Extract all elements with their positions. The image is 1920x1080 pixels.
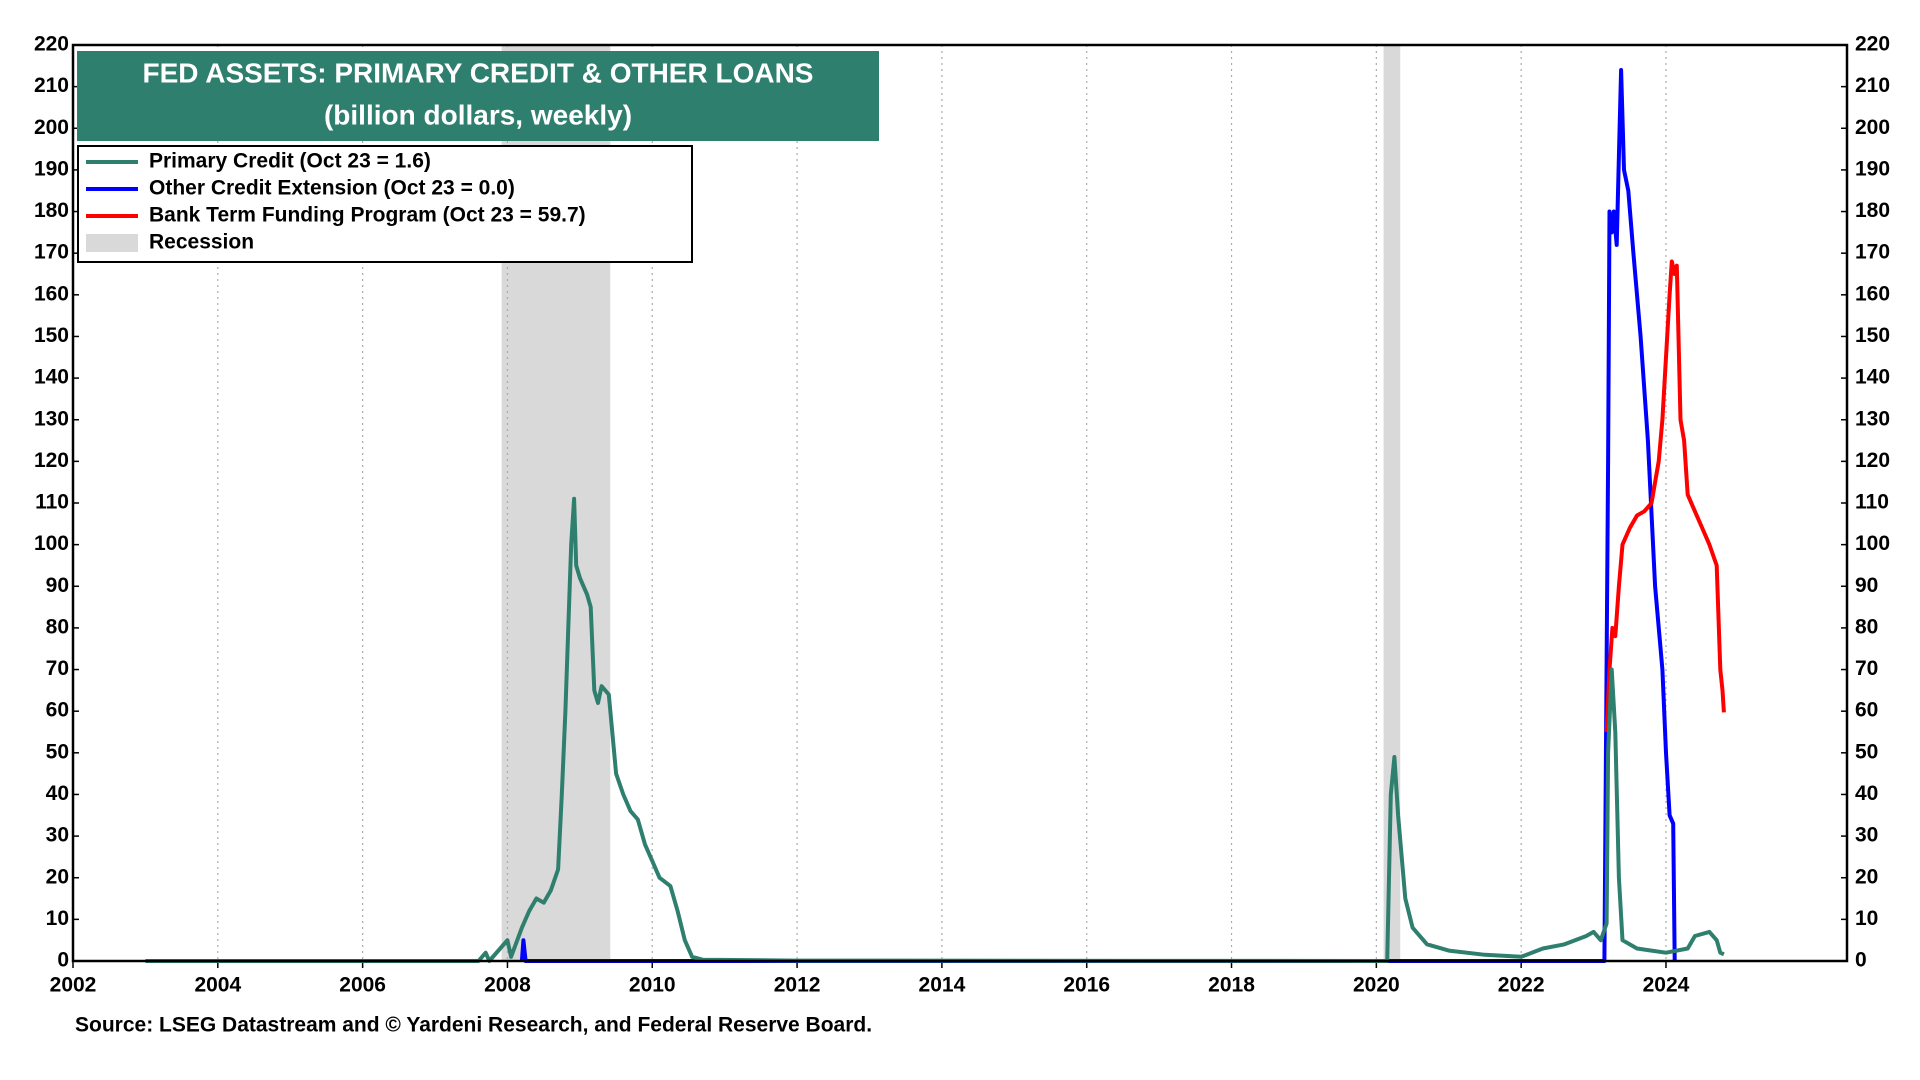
y-tick-label: 30 bbox=[46, 824, 69, 847]
chart-title: FED ASSETS: PRIMARY CREDIT & OTHER LOANS bbox=[142, 57, 813, 88]
legend-label: Primary Credit (Oct 23 = 1.6) bbox=[149, 150, 431, 173]
y2-tick-label: 160 bbox=[1855, 282, 1890, 305]
y2-tick-label: 0 bbox=[1855, 949, 1867, 972]
y2-tick-label: 190 bbox=[1855, 157, 1890, 180]
y2-tick-label: 110 bbox=[1855, 491, 1889, 514]
y-tick-label: 90 bbox=[46, 574, 69, 597]
title-box bbox=[77, 51, 879, 141]
y-tick-label: 220 bbox=[34, 33, 69, 56]
y2-tick-label: 100 bbox=[1855, 532, 1890, 555]
y-tick-label: 130 bbox=[34, 407, 69, 430]
y-tick-label: 210 bbox=[34, 74, 69, 97]
y-tick-label: 200 bbox=[34, 116, 69, 139]
x-tick-label: 2016 bbox=[1063, 974, 1110, 997]
source-note: Source: LSEG Datastream and © Yardeni Re… bbox=[75, 1014, 872, 1037]
y2-tick-label: 210 bbox=[1855, 74, 1890, 97]
y2-tick-label: 40 bbox=[1855, 782, 1878, 805]
recession-band bbox=[1383, 45, 1401, 961]
y-tick-label: 190 bbox=[34, 157, 69, 180]
x-tick-label: 2022 bbox=[1498, 974, 1545, 997]
x-tick-label: 2004 bbox=[194, 974, 241, 997]
y-tick-label: 180 bbox=[34, 199, 69, 222]
y-tick-label: 150 bbox=[34, 324, 69, 347]
y2-tick-label: 90 bbox=[1855, 574, 1878, 597]
y2-tick-label: 70 bbox=[1855, 657, 1878, 680]
y-tick-label: 20 bbox=[46, 865, 69, 888]
y2-tick-label: 50 bbox=[1855, 740, 1878, 763]
x-tick-label: 2010 bbox=[629, 974, 676, 997]
y-tick-label: 40 bbox=[46, 782, 69, 805]
y-tick-label: 140 bbox=[34, 366, 69, 389]
legend-label: Bank Term Funding Program (Oct 23 = 59.7… bbox=[149, 204, 586, 227]
series-line bbox=[145, 496, 1725, 963]
series-line bbox=[519, 68, 1677, 963]
y2-tick-label: 80 bbox=[1855, 615, 1878, 638]
y-tick-label: 60 bbox=[46, 699, 69, 722]
y-tick-label: 110 bbox=[35, 491, 69, 514]
plot-frame bbox=[71, 43, 1849, 963]
y2-tick-label: 60 bbox=[1855, 699, 1878, 722]
x-tick-label: 2002 bbox=[50, 974, 97, 997]
y2-tick-label: 170 bbox=[1855, 241, 1890, 264]
y2-tick-label: 200 bbox=[1855, 116, 1890, 139]
x-tick-label: 2012 bbox=[774, 974, 821, 997]
y2-tick-label: 150 bbox=[1855, 324, 1890, 347]
legend-box bbox=[77, 145, 693, 263]
y-tick-label: 120 bbox=[34, 449, 69, 472]
y2-tick-label: 130 bbox=[1855, 407, 1890, 430]
y2-tick-label: 20 bbox=[1855, 865, 1878, 888]
y-tick-label: 100 bbox=[34, 532, 69, 555]
legend-label: Recession bbox=[149, 231, 254, 254]
y2-tick-label: 140 bbox=[1855, 366, 1890, 389]
y-tick-label: 80 bbox=[46, 615, 69, 638]
y-tick-label: 0 bbox=[57, 949, 69, 972]
x-tick-label: 2014 bbox=[919, 974, 966, 997]
y-tick-label: 10 bbox=[46, 907, 69, 930]
y-tick-label: 160 bbox=[34, 282, 69, 305]
x-tick-label: 2020 bbox=[1353, 974, 1400, 997]
y2-tick-label: 120 bbox=[1855, 449, 1890, 472]
legend-label: Other Credit Extension (Oct 23 = 0.0) bbox=[149, 177, 515, 200]
y2-tick-label: 10 bbox=[1855, 907, 1878, 930]
x-tick-label: 2006 bbox=[339, 974, 386, 997]
y2-tick-label: 180 bbox=[1855, 199, 1890, 222]
y2-tick-label: 220 bbox=[1855, 33, 1890, 56]
y-tick-label: 50 bbox=[46, 740, 69, 763]
x-tick-label: 2024 bbox=[1643, 974, 1690, 997]
legend-swatch bbox=[86, 234, 138, 252]
y2-tick-label: 30 bbox=[1855, 824, 1878, 847]
x-tick-label: 2008 bbox=[484, 974, 531, 997]
chart-subtitle: (billion dollars, weekly) bbox=[324, 99, 632, 130]
series-line bbox=[1604, 259, 1726, 733]
x-tick-label: 2018 bbox=[1208, 974, 1255, 997]
y-tick-label: 70 bbox=[46, 657, 69, 680]
y-tick-label: 170 bbox=[34, 241, 69, 264]
